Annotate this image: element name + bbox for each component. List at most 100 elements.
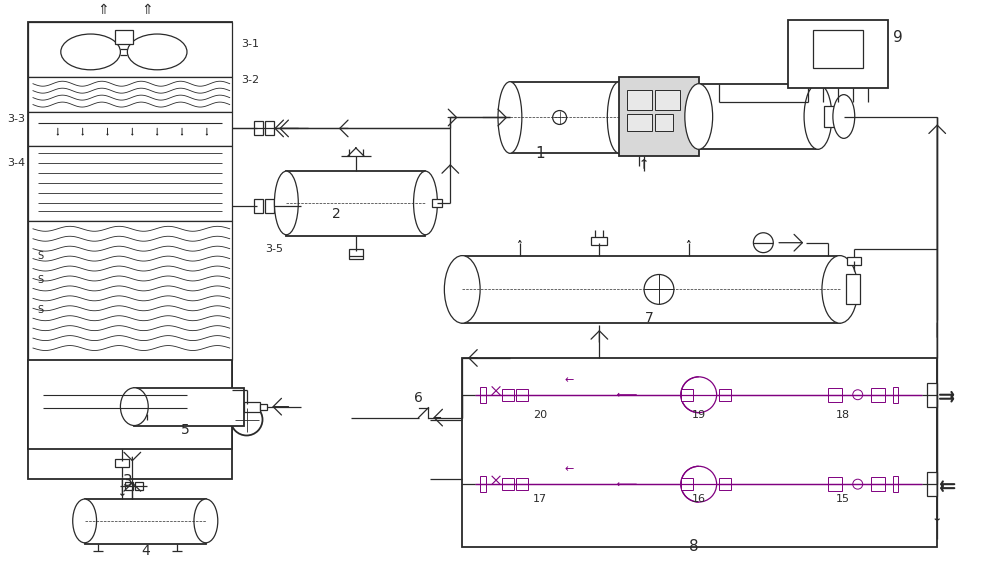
Bar: [462, 256, 840, 323]
Bar: [871, 477, 885, 491]
Text: ⇑: ⇑: [141, 3, 153, 17]
Bar: [516, 388, 528, 401]
Text: ←: ←: [565, 375, 574, 385]
Bar: [893, 387, 898, 403]
Bar: [502, 388, 514, 401]
Bar: [462, 358, 937, 547]
Bar: [135, 482, 143, 490]
Text: 16: 16: [692, 494, 706, 504]
Bar: [927, 383, 937, 407]
Ellipse shape: [833, 95, 855, 138]
Bar: [627, 89, 652, 109]
Circle shape: [681, 377, 717, 413]
Circle shape: [753, 233, 773, 253]
Ellipse shape: [127, 34, 187, 70]
Text: 8: 8: [689, 539, 699, 554]
Ellipse shape: [194, 499, 218, 543]
Text: 1: 1: [535, 146, 545, 161]
Bar: [265, 199, 274, 213]
Bar: [125, 482, 133, 490]
Bar: [619, 77, 699, 156]
Circle shape: [553, 111, 567, 124]
Bar: [719, 478, 731, 490]
Bar: [134, 388, 244, 426]
Bar: [871, 388, 885, 402]
Bar: [681, 388, 693, 401]
Bar: [28, 112, 232, 146]
Ellipse shape: [120, 388, 148, 426]
Text: 2: 2: [332, 207, 340, 221]
Bar: [813, 30, 863, 68]
Text: 3-4: 3-4: [7, 158, 25, 168]
Ellipse shape: [414, 171, 437, 235]
Ellipse shape: [685, 84, 713, 150]
Bar: [655, 89, 680, 109]
Text: 4: 4: [141, 544, 150, 558]
Text: 3-1: 3-1: [242, 39, 260, 49]
Bar: [847, 257, 861, 265]
Bar: [260, 403, 267, 410]
Circle shape: [853, 479, 863, 489]
Bar: [591, 237, 607, 245]
Ellipse shape: [274, 171, 298, 235]
Bar: [699, 84, 818, 150]
Bar: [502, 478, 514, 490]
Circle shape: [644, 274, 674, 304]
Text: 17: 17: [533, 494, 547, 504]
Text: S: S: [38, 250, 44, 261]
Bar: [265, 121, 274, 135]
Bar: [655, 113, 673, 131]
Circle shape: [138, 396, 156, 414]
Text: 20: 20: [533, 410, 547, 419]
Text: 9: 9: [893, 29, 902, 45]
Bar: [681, 478, 693, 490]
Bar: [85, 499, 206, 544]
Text: 19: 19: [692, 410, 706, 419]
Bar: [28, 360, 232, 449]
Bar: [115, 460, 129, 467]
Text: S: S: [38, 276, 44, 285]
Bar: [286, 171, 425, 236]
Bar: [893, 476, 898, 492]
Bar: [28, 221, 232, 360]
Text: 3-2: 3-2: [242, 74, 260, 85]
Bar: [510, 82, 619, 153]
Bar: [480, 387, 486, 403]
Bar: [115, 30, 133, 44]
Bar: [480, 476, 486, 492]
Bar: [788, 20, 888, 88]
Text: 5: 5: [181, 422, 189, 437]
Text: S: S: [38, 305, 44, 315]
Bar: [349, 249, 363, 258]
Ellipse shape: [61, 34, 120, 70]
Bar: [846, 274, 860, 304]
Text: 18: 18: [836, 410, 850, 419]
Text: 3-3: 3-3: [7, 115, 25, 124]
Bar: [627, 113, 652, 131]
Bar: [828, 388, 842, 402]
Bar: [432, 199, 442, 207]
Bar: [927, 472, 937, 496]
Bar: [28, 22, 232, 479]
Circle shape: [231, 403, 263, 435]
Bar: [824, 105, 844, 127]
Bar: [719, 388, 731, 401]
Ellipse shape: [498, 82, 522, 153]
Bar: [28, 146, 232, 221]
Ellipse shape: [73, 499, 97, 543]
Text: ⇑: ⇑: [97, 3, 108, 17]
Text: 15: 15: [836, 494, 850, 504]
Ellipse shape: [804, 84, 832, 150]
Text: 7: 7: [645, 311, 653, 325]
Circle shape: [853, 390, 863, 400]
Bar: [28, 77, 232, 112]
Bar: [28, 22, 232, 77]
Ellipse shape: [822, 256, 858, 323]
Circle shape: [681, 466, 717, 502]
Bar: [516, 478, 528, 490]
Bar: [254, 121, 263, 135]
Bar: [828, 477, 842, 491]
Text: 3-5: 3-5: [265, 244, 283, 254]
Text: 3: 3: [122, 474, 132, 489]
Bar: [254, 199, 263, 213]
